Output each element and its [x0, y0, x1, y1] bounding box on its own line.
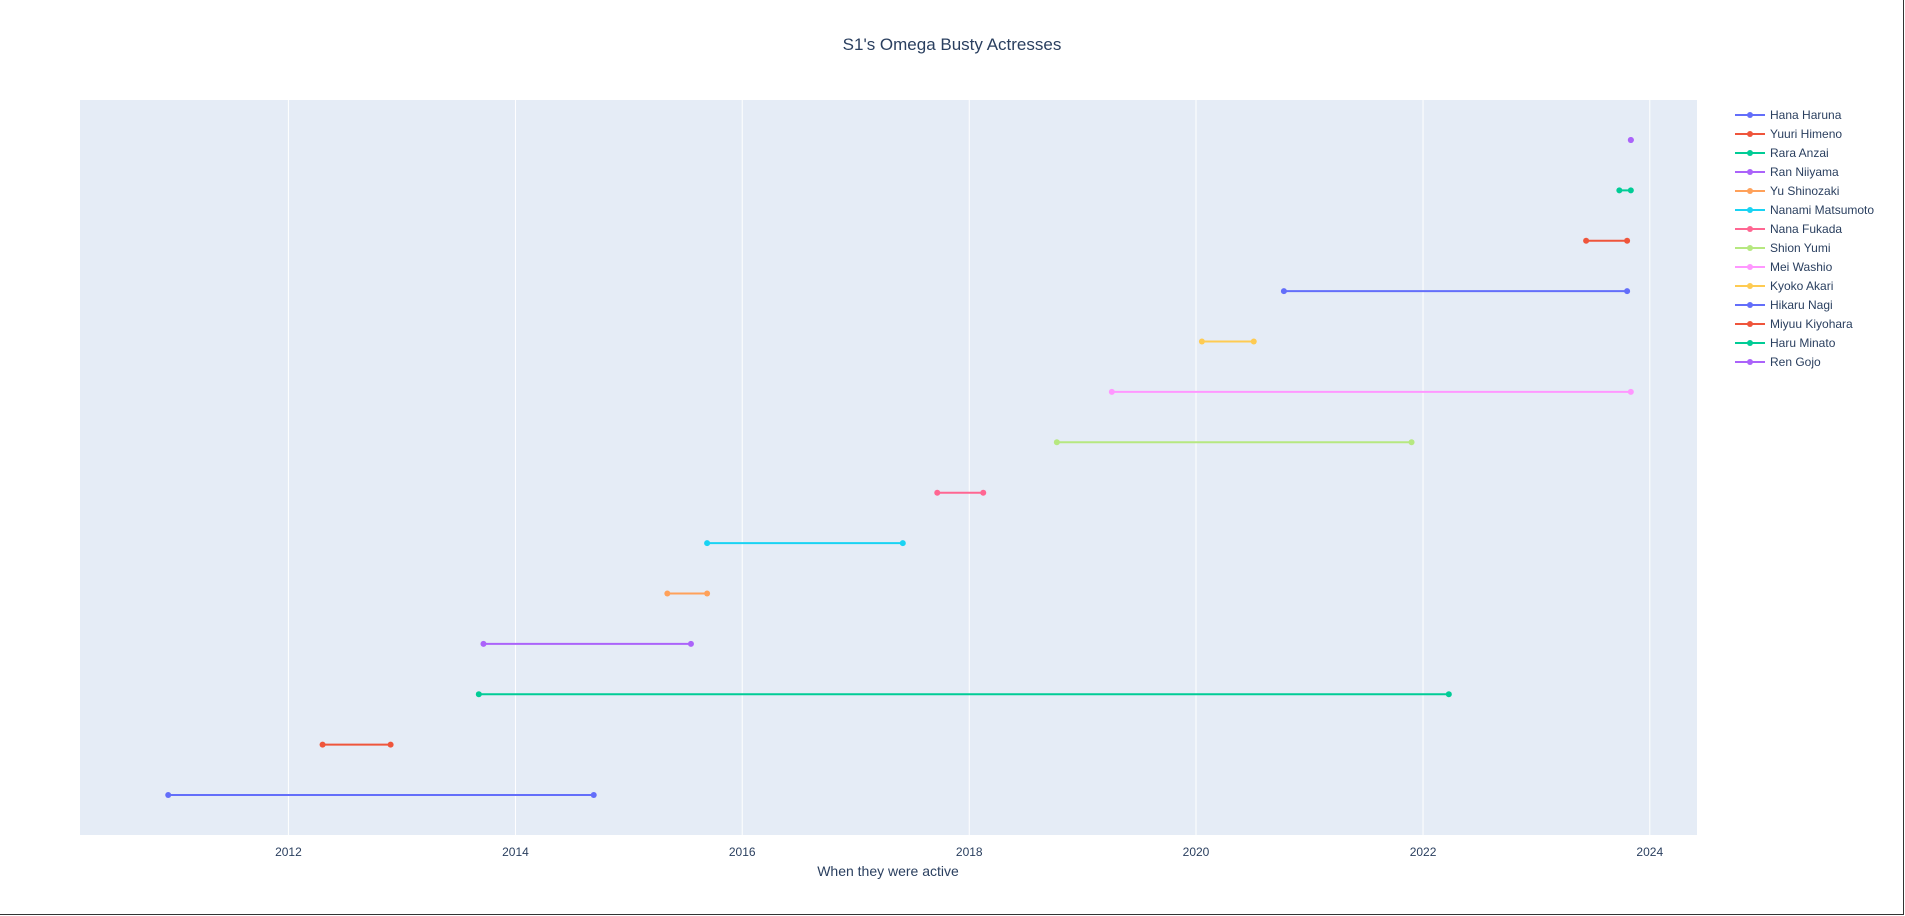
- legend-label: Hikaru Nagi: [1770, 298, 1833, 312]
- legend-swatch-marker: [1747, 359, 1753, 365]
- series-nanami-matsumoto: [704, 540, 906, 547]
- legend-item[interactable]: Ran Niiyama: [1735, 165, 1839, 179]
- legend-swatch-marker: [1747, 226, 1753, 232]
- legend-item[interactable]: Miyuu Kiyohara: [1735, 317, 1853, 331]
- data-point-start: [1108, 388, 1115, 395]
- chart-title: S1's Omega Busty Actresses: [843, 35, 1062, 54]
- data-point-end: [1627, 187, 1634, 194]
- legend-item[interactable]: Mei Washio: [1735, 260, 1833, 274]
- data-point-start: [1583, 237, 1590, 244]
- data-point-end: [704, 590, 711, 597]
- data-point-end: [980, 489, 987, 496]
- legend-item[interactable]: Shion Yumi: [1735, 241, 1831, 255]
- legend-label: Ren Gojo: [1770, 355, 1821, 369]
- series-rara-anzai: [475, 691, 1452, 698]
- data-point-end: [1627, 137, 1634, 143]
- legend-swatch-marker: [1747, 283, 1753, 289]
- legend-item[interactable]: Hana Haruna: [1735, 108, 1842, 122]
- series-miyuu-kiyohara: [1583, 237, 1631, 244]
- series-hana-haruna: [165, 792, 597, 798]
- legend-item[interactable]: Yu Shinozaki: [1735, 184, 1839, 198]
- data-point-end: [387, 741, 394, 748]
- legend-item[interactable]: Yuuri Himeno: [1735, 127, 1842, 141]
- data-point-end: [1445, 691, 1452, 698]
- legend-item[interactable]: Rara Anzai: [1735, 146, 1829, 160]
- x-tick-label: 2014: [502, 845, 529, 859]
- legend-item[interactable]: Kyoko Akari: [1735, 279, 1833, 293]
- data-point-start: [664, 590, 671, 597]
- data-point-end: [590, 792, 597, 798]
- series-hikaru-nagi: [1280, 288, 1631, 295]
- data-point-end: [1624, 288, 1631, 295]
- x-tick-label: 2022: [1410, 845, 1437, 859]
- data-point-start: [480, 640, 487, 647]
- legend-item[interactable]: Haru Minato: [1735, 336, 1836, 350]
- series-haru-minato: [1616, 187, 1634, 194]
- data-point-end: [1627, 388, 1634, 395]
- legend-swatch-marker: [1747, 264, 1753, 270]
- legend-label: Mei Washio: [1770, 260, 1833, 274]
- legend-label: Ran Niiyama: [1770, 165, 1839, 179]
- legend-swatch-marker: [1747, 112, 1753, 118]
- legend-label: Kyoko Akari: [1770, 279, 1833, 293]
- data-point-end: [687, 640, 694, 647]
- legend-swatch-marker: [1747, 321, 1753, 327]
- legend-swatch-marker: [1747, 302, 1753, 308]
- legend-swatch-marker: [1747, 245, 1753, 251]
- x-axis-title: When they were active: [817, 863, 959, 879]
- data-point-end: [1624, 237, 1631, 244]
- data-point-start: [704, 540, 711, 547]
- legend-label: Yuuri Himeno: [1770, 127, 1842, 141]
- series-yuuri-himeno: [319, 741, 394, 748]
- legend-label: Miyuu Kiyohara: [1770, 317, 1853, 331]
- x-tick-label: 2016: [729, 845, 756, 859]
- legend-label: Hana Haruna: [1770, 108, 1842, 122]
- data-point-start: [934, 489, 941, 496]
- legend-label: Nanami Matsumoto: [1770, 203, 1874, 217]
- legend-swatch-marker: [1747, 131, 1753, 137]
- legend-swatch-marker: [1747, 340, 1753, 346]
- series-yu-shinozaki: [664, 590, 711, 597]
- data-point-start: [1616, 187, 1623, 194]
- legend-swatch-marker: [1747, 207, 1753, 213]
- legend-swatch-marker: [1747, 188, 1753, 194]
- x-tick-label: 2024: [1636, 845, 1663, 859]
- series-nana-fukada: [934, 489, 987, 496]
- data-point-start: [319, 741, 326, 748]
- data-point-end: [899, 540, 906, 547]
- series-kyoko-akari: [1198, 338, 1257, 345]
- legend-swatch-marker: [1747, 169, 1753, 175]
- data-point-end: [1250, 338, 1257, 345]
- legend-label: Rara Anzai: [1770, 146, 1829, 160]
- legend-item[interactable]: Hikaru Nagi: [1735, 298, 1833, 312]
- legend-label: Nana Fukada: [1770, 222, 1842, 236]
- x-tick-label: 2020: [1183, 845, 1210, 859]
- data-point-start: [475, 691, 482, 698]
- x-tick-label: 2018: [956, 845, 983, 859]
- series-shion-yumi: [1053, 439, 1415, 446]
- legend-label: Haru Minato: [1770, 336, 1836, 350]
- x-tick-label: 2012: [275, 845, 302, 859]
- legend-item[interactable]: Nanami Matsumoto: [1735, 203, 1874, 217]
- legend-label: Yu Shinozaki: [1770, 184, 1839, 198]
- data-point-start: [165, 792, 172, 798]
- data-point-start: [1198, 338, 1205, 345]
- data-point-start: [1053, 439, 1060, 446]
- series-ran-niiyama: [480, 640, 694, 647]
- plot-area: [80, 100, 1697, 835]
- legend-item[interactable]: Ren Gojo: [1735, 355, 1821, 369]
- legend-label: Shion Yumi: [1770, 241, 1831, 255]
- series-ren-gojo: [1627, 137, 1634, 143]
- data-point-end: [1408, 439, 1415, 446]
- legend-swatch-marker: [1747, 150, 1753, 156]
- data-point-start: [1280, 288, 1287, 295]
- legend-item[interactable]: Nana Fukada: [1735, 222, 1842, 236]
- series-mei-washio: [1108, 388, 1634, 395]
